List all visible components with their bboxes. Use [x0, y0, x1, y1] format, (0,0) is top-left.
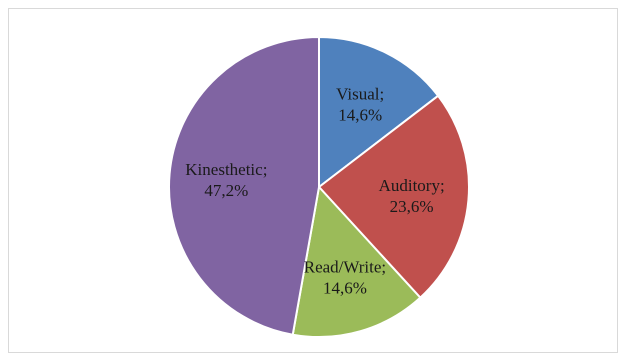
pie-slice-value-3: 47,2% — [204, 181, 248, 200]
pie-slice-category-1: Auditory; — [379, 176, 445, 195]
pie-slice-value-2: 14,6% — [323, 278, 367, 297]
pie-slice-label-2: Read/Write; 14,6% — [304, 257, 386, 297]
pie-slice-label-1: Auditory; 23,6% — [379, 176, 445, 216]
pie-slice-category-2: Read/Write; — [304, 257, 386, 276]
pie-slice-label-3: Kinesthetic; 47,2% — [185, 160, 267, 200]
pie-slice-label-0: Visual; 14,6% — [336, 85, 384, 125]
pie-slice-0 — [318, 35, 440, 190]
pie-slice-category-0: Visual; — [336, 85, 384, 104]
pie-slice-1 — [317, 94, 470, 300]
pie-slice-2 — [291, 184, 422, 338]
pie-slice-3 — [168, 35, 320, 336]
pie-slice-value-1: 23,6% — [390, 197, 434, 216]
pie-slice-category-3: Kinesthetic; — [185, 160, 267, 179]
pie-slice-value-0: 14,6% — [338, 106, 382, 125]
